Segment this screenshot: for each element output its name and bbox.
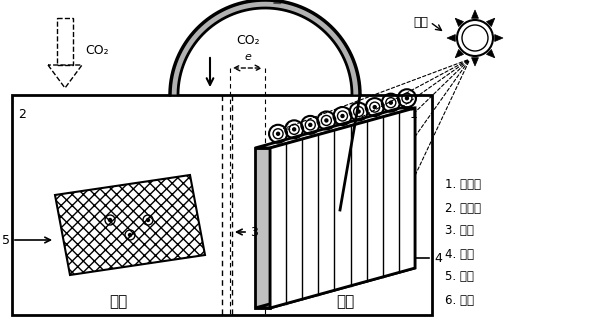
Polygon shape	[471, 10, 479, 18]
Polygon shape	[447, 34, 455, 41]
Circle shape	[146, 218, 149, 221]
Polygon shape	[255, 108, 415, 148]
Circle shape	[341, 115, 344, 118]
Text: 1: 1	[410, 108, 418, 121]
Text: 3: 3	[250, 225, 258, 238]
Circle shape	[129, 233, 132, 236]
Polygon shape	[170, 0, 360, 95]
Polygon shape	[55, 175, 205, 275]
Text: 2: 2	[18, 108, 26, 121]
Circle shape	[109, 218, 111, 221]
Polygon shape	[486, 18, 495, 26]
Circle shape	[276, 132, 279, 135]
Text: 4. 阳极: 4. 阳极	[445, 247, 474, 261]
Circle shape	[406, 97, 409, 100]
Polygon shape	[255, 148, 270, 308]
Circle shape	[390, 101, 393, 104]
Circle shape	[309, 123, 312, 126]
Text: 光源: 光源	[413, 15, 428, 28]
Bar	[12, 95, 432, 315]
Circle shape	[293, 128, 296, 131]
Text: 6. 挡板: 6. 挡板	[445, 294, 474, 307]
Text: 5: 5	[2, 233, 10, 246]
Text: 2. 阴极室: 2. 阴极室	[445, 201, 481, 214]
Text: 污水: 污水	[109, 295, 127, 310]
Polygon shape	[455, 18, 464, 26]
Circle shape	[325, 119, 328, 122]
Text: CO₂: CO₂	[236, 33, 260, 46]
Polygon shape	[255, 268, 415, 308]
Text: 5. 阴极: 5. 阴极	[445, 271, 474, 284]
Circle shape	[373, 106, 376, 109]
Polygon shape	[455, 49, 464, 58]
Polygon shape	[495, 34, 503, 41]
Polygon shape	[486, 49, 495, 58]
Polygon shape	[471, 58, 479, 66]
Polygon shape	[270, 108, 415, 308]
Text: 3. 隔膜: 3. 隔膜	[445, 224, 474, 237]
Text: 污水: 污水	[336, 295, 354, 310]
Text: e: e	[244, 52, 251, 62]
Text: 1. 阳极室: 1. 阳极室	[445, 178, 481, 191]
Text: CO₂: CO₂	[85, 43, 109, 56]
Text: 4: 4	[434, 252, 442, 265]
Circle shape	[357, 110, 360, 113]
